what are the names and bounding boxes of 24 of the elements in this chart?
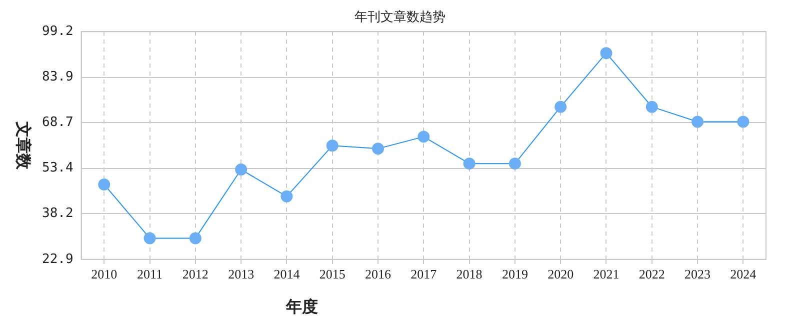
y-tick-label: 68.7 bbox=[42, 115, 74, 130]
y-axis-title: 文章数 bbox=[14, 120, 33, 170]
y-tick-label: 83.9 bbox=[42, 70, 74, 85]
chart-title: 年刊文章数趋势 bbox=[354, 10, 446, 26]
x-tick-label: 2010 bbox=[91, 266, 118, 282]
y-tick-label: 99.2 bbox=[42, 24, 74, 39]
x-tick-label: 2016 bbox=[365, 266, 392, 282]
x-tick-label: 2023 bbox=[684, 266, 711, 282]
x-tick-label: 2020 bbox=[548, 266, 574, 282]
x-tick-label: 2013 bbox=[228, 266, 254, 282]
y-tick-label: 38.2 bbox=[42, 206, 74, 222]
x-tick-label: 2011 bbox=[137, 266, 163, 282]
x-tick-label: 2018 bbox=[456, 266, 482, 282]
x-tick-label: 2022 bbox=[638, 266, 665, 282]
x-tick-label: 2024 bbox=[730, 266, 757, 282]
y-tick-label: 22.9 bbox=[42, 252, 74, 267]
y-tick-label: 53.4 bbox=[42, 160, 74, 176]
x-tick-label: 2017 bbox=[410, 266, 438, 282]
x-tick-label: 2014 bbox=[274, 266, 300, 282]
x-tick-label: 2019 bbox=[502, 266, 528, 282]
x-tick-label: 2021 bbox=[593, 266, 620, 282]
x-tick-label: 2012 bbox=[182, 266, 208, 282]
x-tick-label: 2015 bbox=[319, 266, 346, 282]
x-axis-title: 年度 bbox=[285, 297, 318, 316]
